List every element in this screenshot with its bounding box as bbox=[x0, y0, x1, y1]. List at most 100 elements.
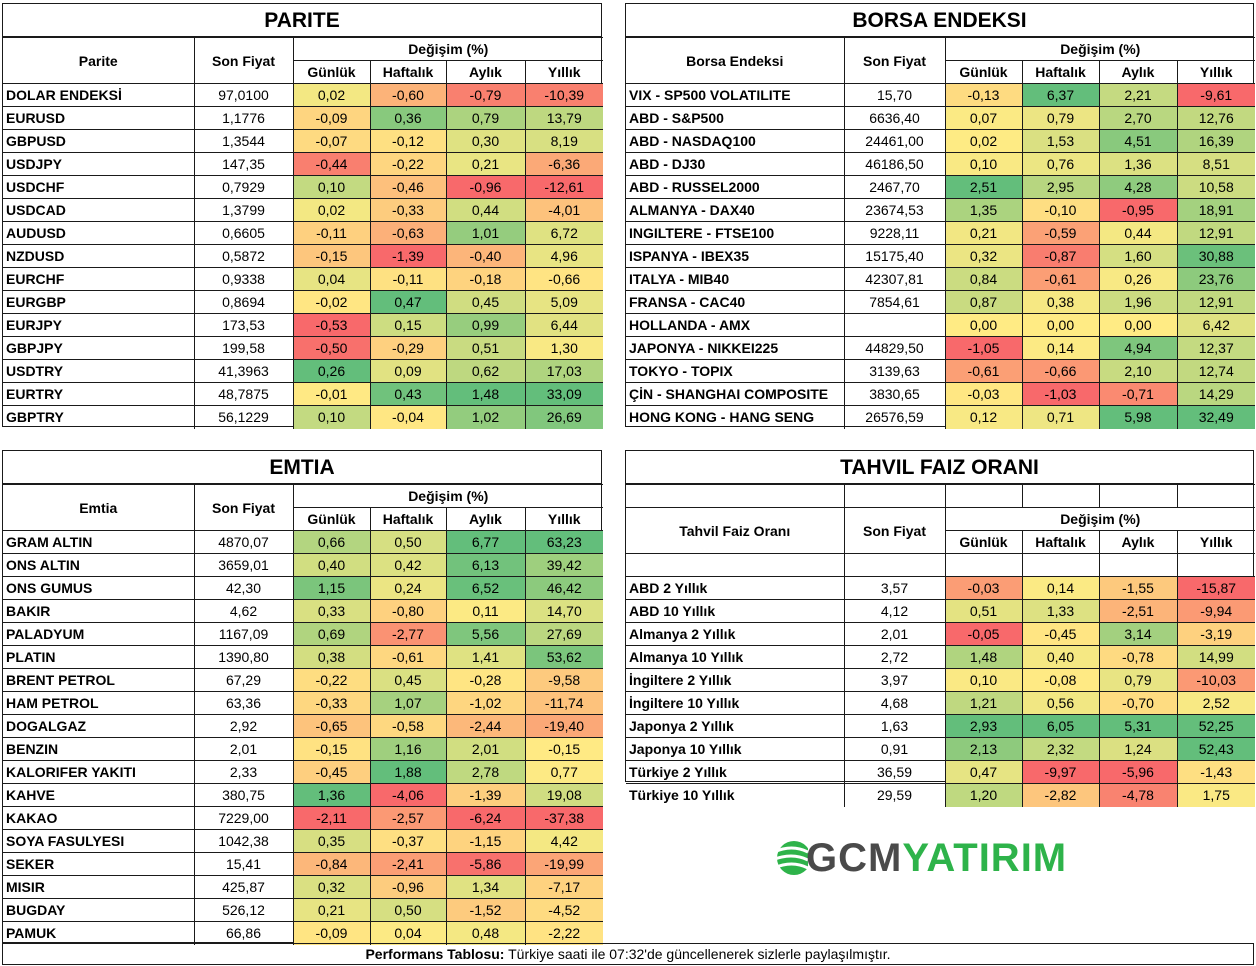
monthly-change: 1,01 bbox=[445, 221, 526, 245]
last-price: 42,30 bbox=[193, 576, 294, 600]
last-price: 4870,07 bbox=[193, 530, 294, 554]
instrument-name: EURTRY bbox=[3, 382, 195, 406]
yearly-change: 12,74 bbox=[1176, 359, 1255, 383]
instrument-name: KALORIFER YAKITI bbox=[3, 760, 195, 784]
daily-change: 0,10 bbox=[292, 405, 371, 429]
daily-change: -0,45 bbox=[292, 760, 371, 784]
daily-change: -0,33 bbox=[292, 691, 371, 715]
daily-change: -0,15 bbox=[292, 737, 371, 761]
instrument-name: GBPUSD bbox=[3, 129, 195, 153]
instrument-name: ABD - RUSSEL2000 bbox=[626, 175, 845, 199]
instrument-name: INGILTERE - FTSE100 bbox=[626, 221, 845, 245]
last-price: 9228,11 bbox=[843, 221, 946, 245]
daily-change: 1,15 bbox=[292, 576, 371, 600]
weekly-change: -0,96 bbox=[369, 875, 447, 899]
weekly-change: -0,12 bbox=[369, 129, 447, 153]
yearly-change: 19,08 bbox=[524, 783, 603, 807]
yearly-change: 30,88 bbox=[1176, 244, 1255, 268]
table-row: BUGDAY 526,12 0,21 0,50 -1,52 -4,52 bbox=[3, 898, 603, 922]
daily-change: 0,32 bbox=[944, 244, 1023, 268]
weekly-change: -1,03 bbox=[1021, 382, 1100, 406]
monthly-change: 4,94 bbox=[1098, 336, 1178, 360]
weekly-change: -2,77 bbox=[369, 622, 447, 646]
table-row: HONG KONG - HANG SENG 26576,59 0,12 0,71 5,9… bbox=[626, 405, 1255, 429]
daily-change: 0,69 bbox=[292, 622, 371, 646]
table-row: BRENT PETROL 67,29 -0,22 0,45 -0,28 -9,58 bbox=[3, 668, 603, 692]
daily-change: 0,02 bbox=[292, 83, 371, 107]
daily-change: 0,10 bbox=[944, 668, 1023, 692]
table-row: EURTRY 48,7875 -0,01 0,43 1,48 33,09 bbox=[3, 382, 603, 406]
daily-change: 0,21 bbox=[944, 221, 1023, 245]
yearly-change: 12,91 bbox=[1176, 290, 1255, 314]
last-price: 2,01 bbox=[843, 622, 946, 646]
yearly-change: 12,76 bbox=[1176, 106, 1255, 130]
daily-change: 1,20 bbox=[944, 783, 1023, 807]
weekly-change: -0,37 bbox=[369, 829, 447, 853]
table-row: KALORIFER YAKITI 2,33 -0,45 1,88 2,78 0,77 bbox=[3, 760, 603, 784]
weekly-change: -2,57 bbox=[369, 806, 447, 830]
table-row: ÇİN - SHANGHAI COMPOSITE 3830,65 -0,03 -1,0… bbox=[626, 382, 1255, 406]
daily-change: 2,93 bbox=[944, 714, 1023, 738]
table-row: TOKYO - TOPIX 3139,63 -0,61 -0,66 2,10 12,74 bbox=[626, 359, 1255, 383]
emtia-panel: EMTIA Emtia Son Fiyat Değişim (%) Günlük… bbox=[2, 450, 603, 945]
daily-change: 0,84 bbox=[944, 267, 1023, 291]
last-price: 15175,40 bbox=[843, 244, 946, 268]
header-monthly: Aylık bbox=[445, 60, 526, 84]
header-price: Son Fiyat bbox=[193, 37, 294, 84]
last-price: 24461,00 bbox=[843, 129, 946, 153]
weekly-change: -0,61 bbox=[369, 645, 447, 669]
weekly-change: 1,53 bbox=[1021, 129, 1100, 153]
yearly-change: 14,70 bbox=[524, 599, 603, 623]
weekly-change: -0,11 bbox=[369, 267, 447, 291]
daily-change: 2,51 bbox=[944, 175, 1023, 199]
monthly-change: -1,15 bbox=[445, 829, 526, 853]
table-row: ONS ALTIN 3659,01 0,40 0,42 6,13 39,42 bbox=[3, 553, 603, 577]
last-price: 0,8694 bbox=[193, 290, 294, 314]
table-row: KAHVE 380,75 1,36 -4,06 -1,39 19,08 bbox=[3, 783, 603, 807]
yearly-change: 8,51 bbox=[1176, 152, 1255, 176]
yearly-change: 4,42 bbox=[524, 829, 603, 853]
daily-change: 0,00 bbox=[944, 313, 1023, 337]
yearly-change: 14,29 bbox=[1176, 382, 1255, 406]
last-price: 199,58 bbox=[193, 336, 294, 360]
weekly-change: 1,07 bbox=[369, 691, 447, 715]
weekly-change: -0,66 bbox=[1021, 359, 1100, 383]
monthly-change: 0,99 bbox=[445, 313, 526, 337]
header-yearly: Yıllık bbox=[1176, 530, 1255, 554]
table-row: DOGALGAZ 2,92 -0,65 -0,58 -2,44 -19,40 bbox=[3, 714, 603, 738]
weekly-change: 6,05 bbox=[1021, 714, 1100, 738]
monthly-change: 4,51 bbox=[1098, 129, 1178, 153]
monthly-change: 0,11 bbox=[445, 599, 526, 623]
instrument-name: NZDUSD bbox=[3, 244, 195, 268]
header-daily: Günlük bbox=[293, 60, 371, 84]
daily-change: 0,26 bbox=[292, 359, 371, 383]
last-price: 2,92 bbox=[193, 714, 294, 738]
daily-change: 0,12 bbox=[944, 405, 1023, 429]
weekly-change: -0,08 bbox=[1021, 668, 1100, 692]
footer-label: Performans Tablosu: bbox=[365, 946, 505, 962]
yearly-change: 23,76 bbox=[1176, 267, 1255, 291]
weekly-change: -0,61 bbox=[1021, 267, 1100, 291]
monthly-change: 0,30 bbox=[445, 129, 526, 153]
table-row: Almanya 2 Yıllık 2,01 -0,05 -0,45 3,14 -3,19 bbox=[626, 622, 1255, 646]
monthly-change: -1,52 bbox=[445, 898, 526, 922]
yearly-change: 1,75 bbox=[1176, 783, 1255, 807]
yearly-change: 5,09 bbox=[524, 290, 603, 314]
weekly-change: -0,45 bbox=[1021, 622, 1100, 646]
last-price: 380,75 bbox=[193, 783, 294, 807]
instrument-name: ALMANYA - DAX40 bbox=[626, 198, 845, 222]
instrument-name: ABD 10 Yıllık bbox=[626, 599, 845, 623]
table-row: Japonya 10 Yıllık 0,91 2,13 2,32 1,24 52,43 bbox=[626, 737, 1255, 761]
instrument-name: PLATIN bbox=[3, 645, 195, 669]
yearly-change: 39,42 bbox=[524, 553, 603, 577]
yearly-change: -0,15 bbox=[524, 737, 603, 761]
instrument-name: Japonya 10 Yıllık bbox=[626, 737, 845, 761]
yearly-change: -3,19 bbox=[1176, 622, 1255, 646]
weekly-change: 6,37 bbox=[1021, 83, 1100, 107]
parite-title: PARITE bbox=[3, 4, 601, 37]
last-price: 15,70 bbox=[843, 83, 946, 107]
header-change: Değişim (%) bbox=[292, 37, 603, 61]
daily-change: -0,50 bbox=[292, 336, 371, 360]
header-blank bbox=[1021, 484, 1100, 508]
globe-icon bbox=[771, 841, 811, 875]
